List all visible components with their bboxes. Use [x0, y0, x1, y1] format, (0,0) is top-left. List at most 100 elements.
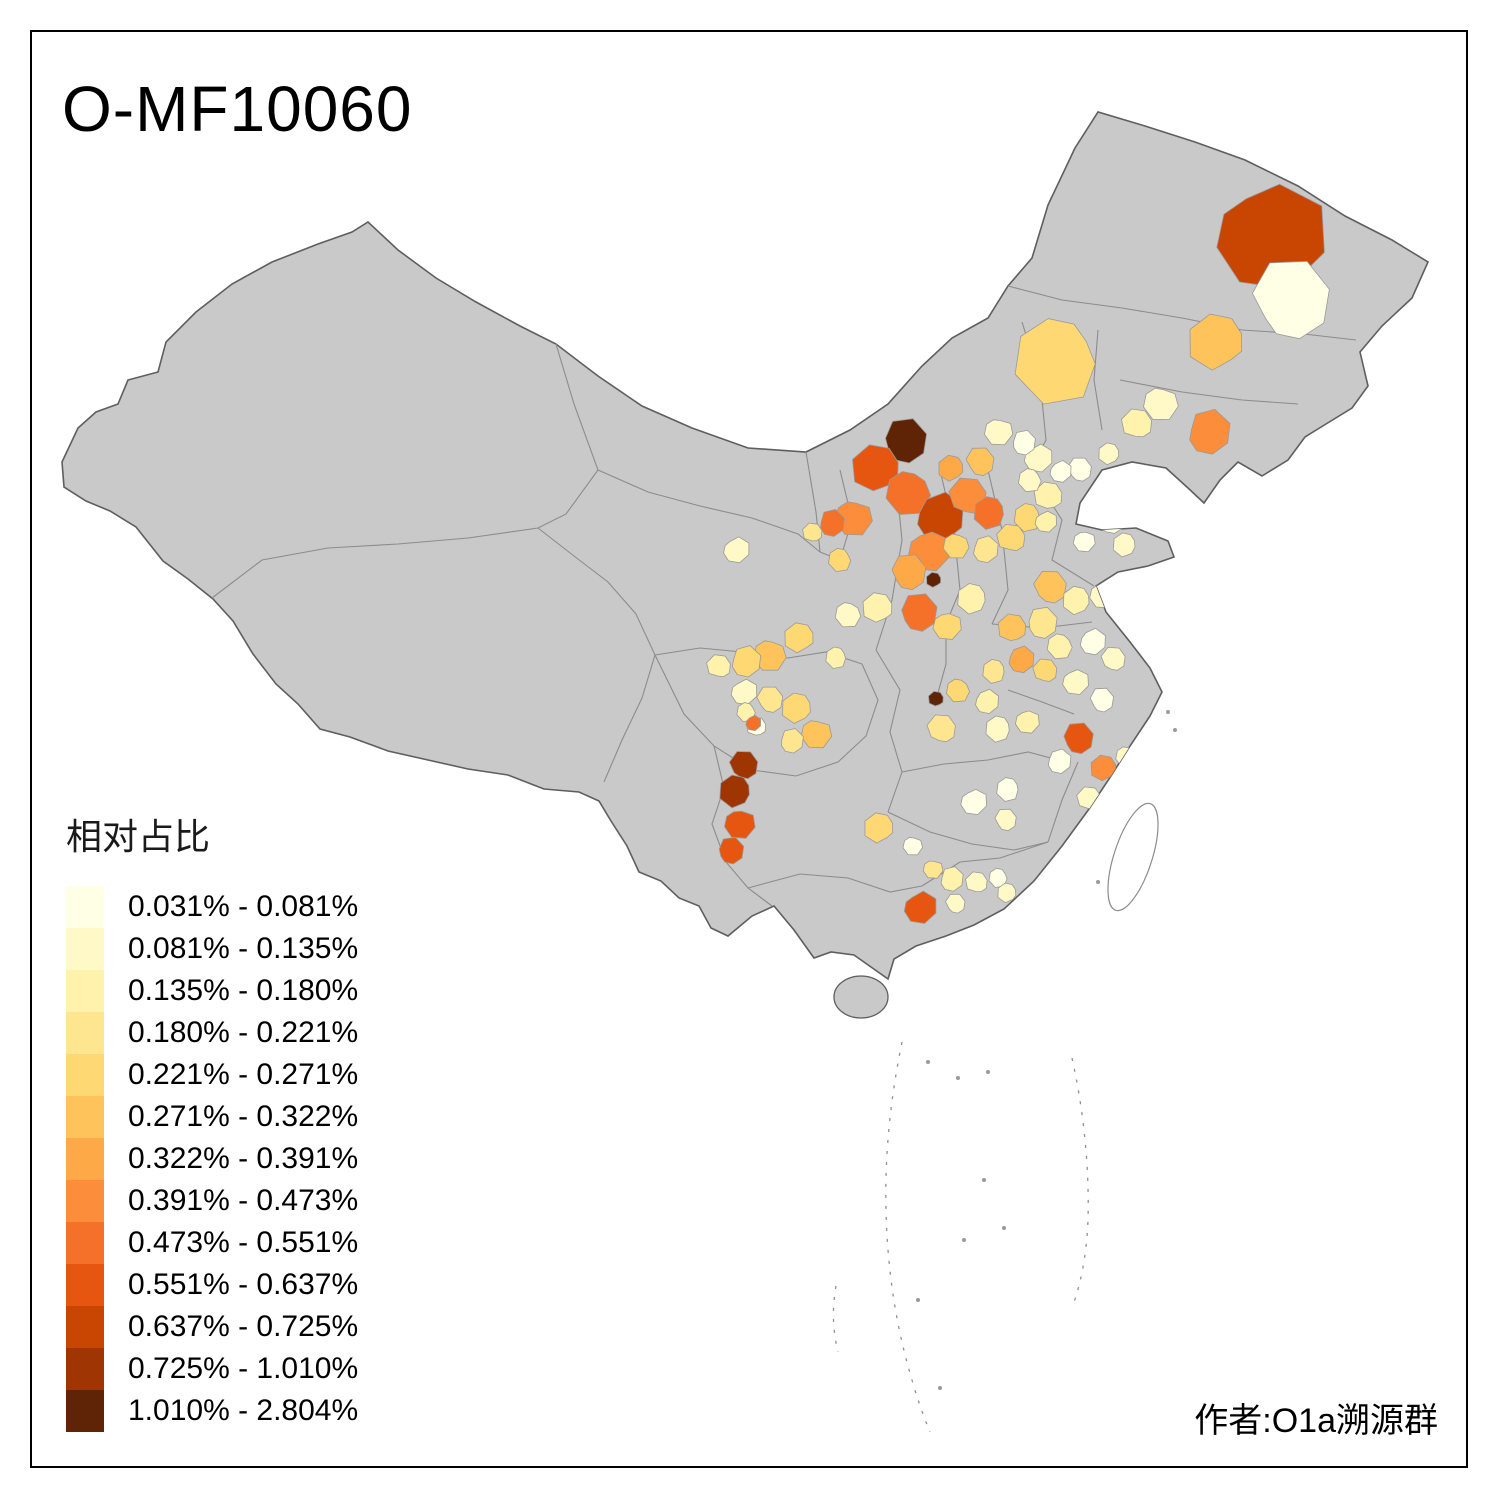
legend-label: 0.031% - 0.081%	[128, 890, 359, 923]
map-region	[1120, 408, 1153, 438]
legend-swatch	[66, 1138, 104, 1180]
map-region	[982, 658, 1005, 684]
map-region	[1047, 748, 1072, 774]
map-region	[973, 496, 1004, 530]
legend-swatch	[66, 1264, 104, 1306]
legend-label: 1.010% - 2.804%	[128, 1394, 359, 1427]
legend-item: 0.180% - 0.221%	[66, 1012, 358, 1054]
legend-item: 0.031% - 0.081%	[66, 886, 358, 928]
legend-label: 0.135% - 0.180%	[128, 974, 359, 1007]
legend-item: 0.221% - 0.271%	[66, 1054, 358, 1096]
legend-label: 0.473% - 0.551%	[128, 1226, 359, 1259]
legend-label: 0.725% - 1.010%	[128, 1352, 359, 1385]
map-region	[973, 535, 999, 564]
map-region	[828, 547, 852, 573]
map-region	[745, 714, 762, 732]
map-region	[1013, 429, 1036, 456]
map-region	[901, 593, 938, 632]
legend-item: 0.473% - 0.551%	[66, 1222, 358, 1264]
map-region	[1017, 468, 1042, 493]
map-region	[997, 613, 1027, 642]
map-region	[1014, 710, 1040, 734]
legend-swatch	[66, 1054, 104, 1096]
map-region	[975, 688, 999, 715]
map-region	[756, 686, 784, 713]
map-region	[1189, 408, 1231, 455]
legend-item: 0.551% - 0.637%	[66, 1264, 358, 1306]
map-region	[728, 751, 759, 780]
map-region	[1089, 687, 1115, 713]
map-region	[862, 592, 893, 623]
map-region	[1072, 531, 1096, 553]
legend-label: 0.271% - 0.322%	[128, 1100, 359, 1133]
map-region	[1034, 510, 1057, 533]
map-region	[1090, 754, 1117, 782]
map-region	[784, 622, 814, 654]
map-region	[753, 640, 787, 671]
hainan-island	[833, 975, 889, 1019]
map-region	[1062, 669, 1089, 695]
map-region	[1143, 387, 1179, 420]
legend-swatch	[66, 886, 104, 928]
legend-label: 0.221% - 0.271%	[128, 1058, 359, 1091]
map-region	[960, 788, 988, 816]
legend-label: 0.551% - 0.637%	[128, 1268, 359, 1301]
map-region	[926, 714, 956, 743]
map-region	[718, 836, 745, 865]
legend-title: 相对占比	[66, 816, 211, 857]
map-region	[723, 536, 750, 564]
legend-item: 0.081% - 0.135%	[66, 928, 358, 970]
legend: 相对占比 0.031% - 0.081% 0.081% - 0.135% 0.135…	[66, 808, 358, 1432]
map-region	[802, 522, 823, 542]
map-region	[1033, 571, 1067, 604]
map-region	[1112, 532, 1136, 558]
map-region	[820, 509, 845, 537]
map-region	[945, 893, 966, 914]
nine-dash-line	[832, 710, 1177, 1433]
legend-swatch	[66, 1390, 104, 1432]
legend-swatch	[66, 1348, 104, 1390]
map-region	[997, 882, 1017, 904]
map-region	[957, 583, 986, 615]
map-region	[1251, 260, 1330, 340]
map-region	[983, 419, 1014, 446]
page-title: O-MF10060	[62, 73, 413, 145]
map-region	[885, 471, 932, 515]
map-region	[1028, 606, 1058, 639]
map-region	[1032, 658, 1058, 682]
map-region	[1098, 442, 1120, 466]
legend-swatch	[66, 928, 104, 970]
penghu-islet	[1096, 880, 1100, 884]
author-credit: 作者:O1a溯源群	[1194, 1402, 1438, 1440]
legend-swatch	[66, 970, 104, 1012]
map-region	[719, 774, 750, 809]
legend-item: 1.010% - 2.804%	[66, 1390, 358, 1432]
map-region	[902, 836, 924, 856]
map-region	[852, 444, 899, 492]
legend-item: 0.271% - 0.322%	[66, 1096, 358, 1138]
taiwan-island	[1107, 802, 1159, 912]
map-region	[996, 523, 1026, 552]
map-region	[885, 418, 928, 464]
map-region	[940, 866, 964, 892]
legend-item: 0.322% - 0.391%	[66, 1138, 358, 1180]
map-region	[922, 860, 944, 879]
legend-swatch	[66, 1012, 104, 1054]
legend-item: 0.725% - 1.010%	[66, 1348, 358, 1390]
legend-item: 0.135% - 0.180%	[66, 970, 358, 1012]
legend-items: 0.031% - 0.081% 0.081% - 0.135% 0.135% - 0…	[66, 886, 358, 1432]
map-region	[1046, 633, 1073, 660]
map-region	[985, 715, 1010, 743]
legend-swatch	[66, 1096, 104, 1138]
map-region	[834, 602, 862, 628]
map-region	[942, 533, 970, 559]
map-region	[1062, 585, 1090, 616]
legend-label: 0.322% - 0.391%	[128, 1142, 359, 1175]
map-region	[1049, 459, 1072, 483]
map-region	[1079, 627, 1106, 656]
map-region	[864, 812, 894, 844]
legend-swatch	[66, 1180, 104, 1222]
legend-item: 0.391% - 0.473%	[66, 1180, 358, 1222]
map-region	[825, 646, 847, 669]
